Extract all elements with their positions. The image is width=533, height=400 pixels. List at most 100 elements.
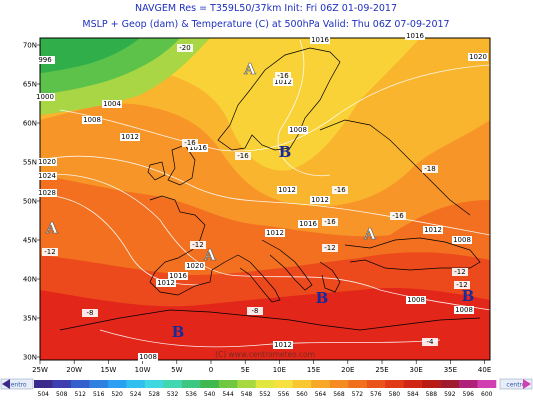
- pressure-label-box: [120, 133, 140, 141]
- pressure-label: 1008: [455, 306, 473, 314]
- pressure-label: 1012: [266, 229, 284, 237]
- pressure-label: 1012: [424, 226, 442, 234]
- pressure-label-box: [35, 93, 55, 101]
- lon-label: 5E: [241, 366, 250, 374]
- colorbar-label: 548: [241, 391, 253, 398]
- colorbar-label: 580: [389, 391, 401, 398]
- pressure-label: 1012: [311, 196, 329, 204]
- temperature-label: -16: [334, 186, 346, 194]
- pressure-label-box: [168, 272, 188, 280]
- lat-label: 55N: [23, 159, 37, 167]
- lon-label: 15E: [307, 366, 320, 374]
- colorbar-label: 528: [148, 391, 160, 398]
- colorbar-label: 564: [315, 391, 327, 398]
- colorbar-segment: [477, 380, 497, 388]
- temperature-label-box: [322, 244, 338, 252]
- pressure-label-box: [156, 279, 176, 287]
- pressure-label-box: [454, 306, 474, 314]
- colorbar-label: 508: [56, 391, 68, 398]
- pressure-label-box: [138, 353, 158, 361]
- header-line1: NAVGEM Res = T359L50/37km Init: Fri 06Z …: [135, 3, 397, 14]
- lat-label: 50N: [23, 198, 37, 206]
- pressure-label: 1012: [274, 78, 292, 86]
- lon-label: 10W: [135, 366, 151, 374]
- temperature-label-box: [390, 212, 406, 220]
- pressure-label-box: [298, 220, 318, 228]
- temperature-label: -16: [277, 72, 289, 80]
- colorbar-segment: [274, 380, 294, 388]
- lat-label: 45N: [23, 237, 37, 245]
- temperature-label: -12: [456, 281, 467, 289]
- lon-label: 0: [209, 366, 213, 374]
- colorbar-label: 540: [204, 391, 216, 398]
- pressure-label-box: [288, 126, 308, 134]
- pressure-label: 1016: [311, 36, 329, 44]
- pressure-label: 1008: [83, 116, 101, 124]
- colorbar-segment: [52, 380, 72, 388]
- temperature-label: -18: [424, 165, 435, 173]
- lon-label: 20E: [341, 366, 354, 374]
- temperature-label: -4: [427, 338, 435, 346]
- pressure-label-box: [37, 189, 57, 197]
- temperature-label-box: [42, 248, 58, 256]
- colorbar-segment: [348, 380, 367, 388]
- pressure-label: 1016: [169, 272, 187, 280]
- temperature-label: -16: [237, 152, 249, 160]
- temperature-label: -12: [454, 268, 465, 276]
- pressure-label: 1020: [38, 158, 56, 166]
- pressure-label: 1020: [469, 53, 487, 61]
- lat-label: 65N: [23, 81, 37, 89]
- colorbar-segment: [163, 380, 183, 388]
- pressure-label: 1004: [103, 100, 121, 108]
- colorbar-label: 560: [296, 391, 308, 398]
- temperature-label-box: [182, 139, 198, 147]
- lon-label: 25E: [375, 366, 388, 374]
- lon-label: 15W: [100, 366, 116, 374]
- temperature-label: -16: [392, 212, 404, 220]
- colorbar-segment: [70, 380, 90, 388]
- colorbar-segment: [181, 380, 201, 388]
- colorbar-label: 568: [333, 391, 345, 398]
- pressure-label: 1000: [36, 93, 54, 101]
- pressure-label-box: [310, 36, 330, 44]
- high-center: A: [203, 246, 216, 264]
- colorbar-label: 520: [111, 391, 123, 398]
- temperature-label-box: [190, 241, 206, 249]
- lat-label: 35N: [23, 315, 37, 323]
- pressure-label: 1028: [38, 189, 56, 197]
- pressure-label-box: [405, 32, 425, 40]
- pressure-label-box: [265, 229, 285, 237]
- temperature-label: -12: [44, 248, 55, 256]
- temperature-label-box: [452, 268, 468, 276]
- pressure-label-box: [188, 144, 208, 152]
- temperature-label-box: [82, 309, 98, 317]
- temperature-label: -16: [324, 218, 336, 226]
- colorbar-arrow-right: [523, 379, 531, 389]
- pressure-label-box: [185, 262, 205, 270]
- temperature-label: -8: [252, 307, 259, 315]
- logo-left: centro: [7, 382, 26, 389]
- lon-label: 25W: [32, 366, 48, 374]
- pressure-label: 1012: [278, 186, 296, 194]
- pressure-label: 1012: [274, 341, 292, 349]
- colorbar-label: 512: [74, 391, 86, 398]
- colorbar-label: 588: [426, 391, 438, 398]
- logo-left-box: [0, 378, 34, 390]
- pressure-label-box: [273, 341, 293, 349]
- colorbar-segment: [126, 380, 146, 388]
- lon-label: 10E: [273, 366, 286, 374]
- lon-label: 20W: [66, 366, 82, 374]
- pressure-label: 1024: [38, 172, 56, 180]
- colorbar-label: 576: [370, 391, 382, 398]
- map-frame: [39, 37, 491, 361]
- low-center: B: [462, 287, 475, 305]
- colorbar-segment: [329, 380, 349, 388]
- high-center: A: [45, 219, 58, 237]
- colorbar-segment: [89, 380, 109, 388]
- temperature-label: -12: [192, 241, 203, 249]
- pressure-label: 1008: [139, 353, 157, 361]
- temperature-label-box: [247, 307, 263, 315]
- temperature-label-box: [177, 44, 193, 52]
- colorbar-label: 596: [463, 391, 475, 398]
- lat-label: 40N: [23, 276, 37, 284]
